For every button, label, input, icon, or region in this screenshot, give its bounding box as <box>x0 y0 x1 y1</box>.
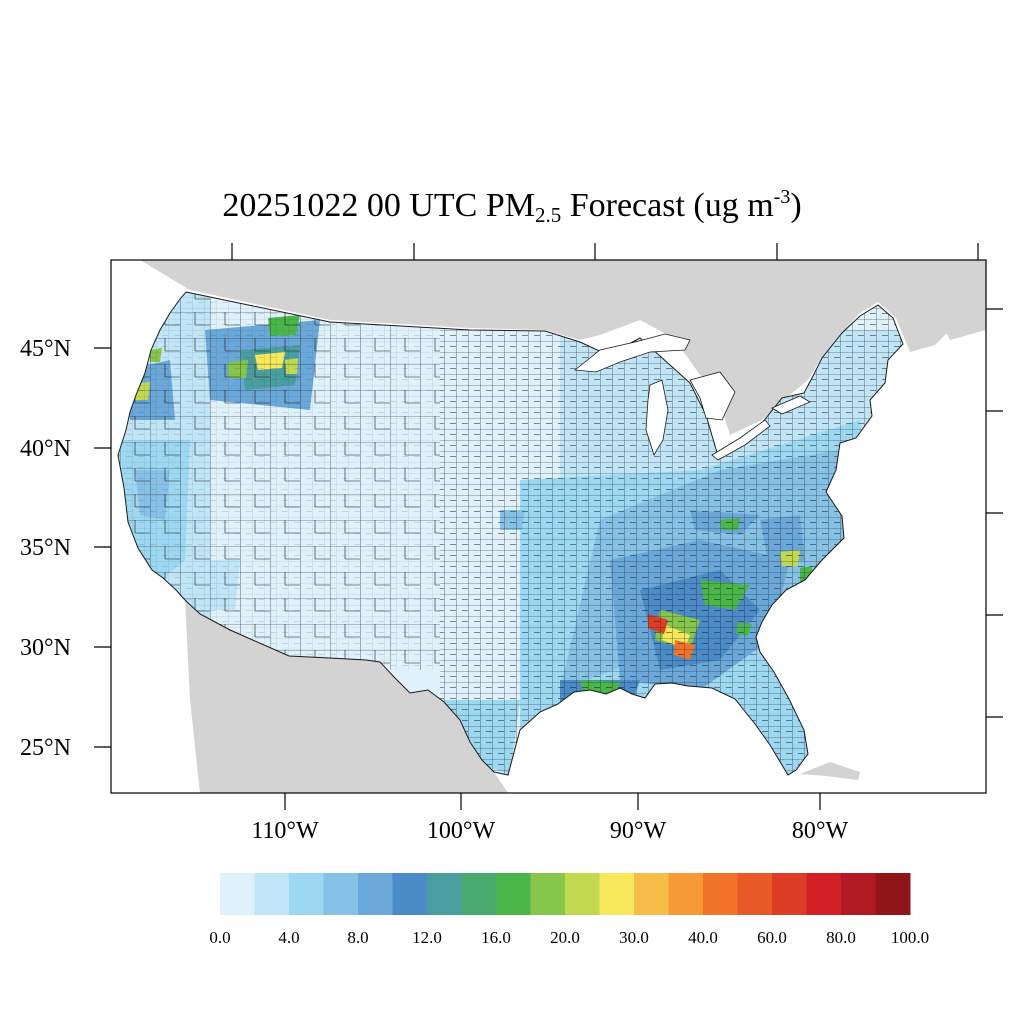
colorbar-swatch <box>772 873 807 915</box>
colorbar-swatch <box>496 873 531 915</box>
canada-land <box>140 260 986 435</box>
colorbar-swatch <box>323 873 359 915</box>
cuba-land <box>800 762 860 780</box>
colorbar-swatch <box>806 873 842 915</box>
colorbar-tick-label: 100.0 <box>891 928 929 947</box>
lat-label-30: 30°N <box>20 635 71 661</box>
map-content <box>117 260 986 793</box>
colorbar-swatch <box>668 873 704 915</box>
lat-label-40: 40°N <box>20 436 71 462</box>
colorbar-swatch <box>703 873 738 915</box>
colorbar-tick-label: 20.0 <box>550 928 580 947</box>
colorbar-tick-label: 60.0 <box>757 928 787 947</box>
lake-superior <box>573 333 691 373</box>
colorbar-swatch <box>427 873 462 915</box>
map-title: 20251022 00 UTC PM2.5 Forecast (ug m-3) <box>0 186 1024 228</box>
title-middle: Forecast (ug m <box>561 187 774 224</box>
colorbar-swatch <box>634 873 669 915</box>
colorbar-swatch <box>565 873 600 915</box>
mexico-land <box>185 598 508 793</box>
lake-huron <box>689 371 736 421</box>
colorbar-tick-label: 8.0 <box>347 928 368 947</box>
colorbar-tick-label: 16.0 <box>481 928 511 947</box>
colorbar-swatch <box>530 873 566 915</box>
title-subscript: 2.5 <box>534 203 562 227</box>
colorbar-swatch <box>875 873 911 915</box>
colorbar-tick-label: 40.0 <box>688 928 718 947</box>
lon-label-80w: 80°W <box>792 818 849 844</box>
colorbar-swatch <box>461 873 497 915</box>
lon-label-100w: 100°W <box>427 818 496 844</box>
top-ticks <box>231 243 979 260</box>
colorbar-tick-label: 0.0 <box>209 928 230 947</box>
right-ticks <box>986 308 1003 718</box>
colorbar-tick-label: 12.0 <box>412 928 442 947</box>
title-superscript: -3 <box>773 186 791 208</box>
colorbar-swatch <box>599 873 635 915</box>
colorbar-swatch <box>392 873 428 915</box>
colorbar-tick-label: 4.0 <box>278 928 299 947</box>
colorbar-swatch <box>841 873 876 915</box>
lat-label-45: 45°N <box>20 336 71 362</box>
lon-label-110w: 110°W <box>251 818 319 844</box>
colorbar-swatch <box>220 873 255 915</box>
colorbar-swatch <box>737 873 773 915</box>
bottom-ticks <box>284 793 821 810</box>
lake-ontario <box>771 395 811 415</box>
title-suffix: ) <box>790 187 802 224</box>
colorbar-tick-label: 30.0 <box>619 928 649 947</box>
title-prefix: 20251022 00 UTC PM <box>222 187 535 224</box>
lake-erie <box>711 419 771 461</box>
nova-scotia-land <box>930 270 986 340</box>
colorbar-tick-label: 80.0 <box>826 928 856 947</box>
lat-label-25: 25°N <box>20 735 71 761</box>
lon-label-90w: 90°W <box>610 818 667 844</box>
pm25-field <box>118 292 903 775</box>
colorbar <box>220 873 911 915</box>
map-frame <box>110 259 987 794</box>
lake-michigan <box>645 379 669 456</box>
colorbar-labels: 0.0 4.0 8.0 12.0 16.0 20.0 30.0 40.0 60.0 80.0 100… <box>209 928 929 947</box>
left-ticks <box>94 347 111 748</box>
colorbar-swatch <box>254 873 290 915</box>
lat-label-35: 35°N <box>20 535 71 561</box>
colorbar-swatch <box>289 873 324 915</box>
colorbar-swatch <box>358 873 393 915</box>
